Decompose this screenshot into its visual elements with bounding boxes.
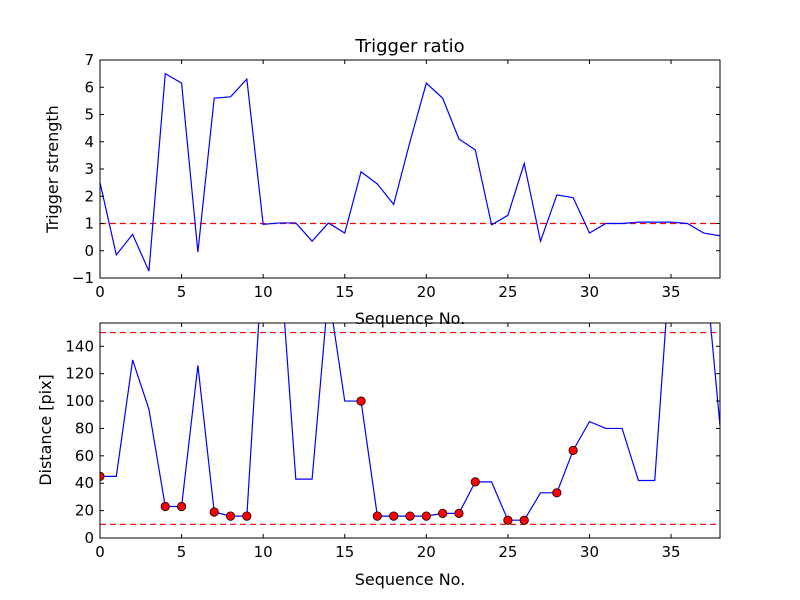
x-axis: 0 5 10 15 20 25 30 35 (95, 60, 681, 301)
y-tick-label: 20 (75, 502, 94, 520)
y-tick-label: −1 (72, 269, 94, 287)
y-tick-label: 5 (84, 106, 94, 124)
y-axis: 0 20 40 60 80 100 120 140 (65, 337, 720, 547)
x-tick-label: 0 (95, 283, 105, 301)
chart-title: Trigger ratio (354, 36, 464, 57)
x-tick-label: 25 (498, 543, 517, 561)
x-tick-label: 30 (580, 543, 599, 561)
data-point-marker (405, 511, 415, 521)
y-tick-label: 120 (65, 365, 94, 383)
y-tick-label: 140 (65, 337, 94, 355)
data-point-marker (389, 511, 399, 521)
chart-distance: 0 5 10 15 20 25 30 35 0 20 40 60 80 100 120 140 Sequen… (36, 322, 721, 589)
data-point-marker (421, 511, 431, 521)
data-point-marker (552, 488, 562, 498)
y-tick-label: 1 (84, 215, 94, 233)
data-point-marker (372, 511, 382, 521)
x-axis-label: Sequence No. (355, 309, 466, 328)
x-tick-label: 15 (335, 283, 354, 301)
y-tick-label: 3 (84, 160, 94, 178)
plot-area (100, 72, 720, 272)
x-tick-label: 5 (177, 543, 187, 561)
y-axis: −1 0 1 2 3 4 5 6 7 (72, 51, 720, 287)
data-point-marker (176, 501, 187, 512)
x-tick-label: 5 (177, 283, 187, 301)
y-axis-label: Trigger strength (43, 105, 62, 234)
y-tick-label: 4 (84, 133, 94, 151)
x-axis: 0 5 10 15 20 25 30 35 (95, 323, 681, 561)
x-tick-label: 30 (580, 283, 599, 301)
data-point-marker (356, 396, 366, 406)
x-tick-label: 35 (662, 543, 681, 561)
y-tick-label: 100 (65, 392, 94, 410)
data-point-marker (519, 515, 529, 525)
y-tick-label: 60 (75, 447, 94, 465)
y-tick-label: 6 (84, 78, 94, 96)
data-point-marker (568, 445, 578, 455)
data-point-marker (160, 501, 170, 512)
y-tick-label: 7 (84, 51, 94, 69)
y-tick-label: 80 (75, 419, 94, 437)
data-point-marker (209, 507, 219, 517)
y-tick-label: 0 (84, 242, 94, 260)
y-tick-label: 40 (75, 474, 94, 492)
data-point-marker (438, 508, 448, 518)
axes-frame (99, 59, 721, 279)
data-point-marker (470, 477, 480, 487)
series-line (100, 323, 720, 521)
data-point-marker (242, 511, 252, 521)
axes-frame (99, 322, 721, 539)
x-tick-label: 0 (95, 543, 105, 561)
x-tick-label: 20 (417, 283, 436, 301)
plot-area (100, 323, 720, 525)
x-axis-label: Sequence No. (355, 570, 466, 589)
x-tick-label: 35 (662, 283, 681, 301)
data-point-marker (225, 511, 236, 521)
x-tick-label: 20 (417, 543, 436, 561)
chart-trigger-ratio: Trigger ratio 0 5 10 15 20 25 30 35 −101234567 … (43, 36, 721, 328)
data-point-marker (454, 508, 464, 518)
x-tick-label: 10 (254, 543, 273, 561)
series-line (100, 72, 720, 272)
y-tick-label: 2 (84, 187, 94, 205)
x-tick-label: 25 (498, 283, 517, 301)
x-tick-label: 15 (335, 543, 354, 561)
data-point-marker (503, 515, 513, 525)
x-tick-label: 10 (254, 283, 273, 301)
y-tick-label: 0 (84, 529, 94, 547)
y-axis-label: Distance [pix] (36, 374, 55, 486)
